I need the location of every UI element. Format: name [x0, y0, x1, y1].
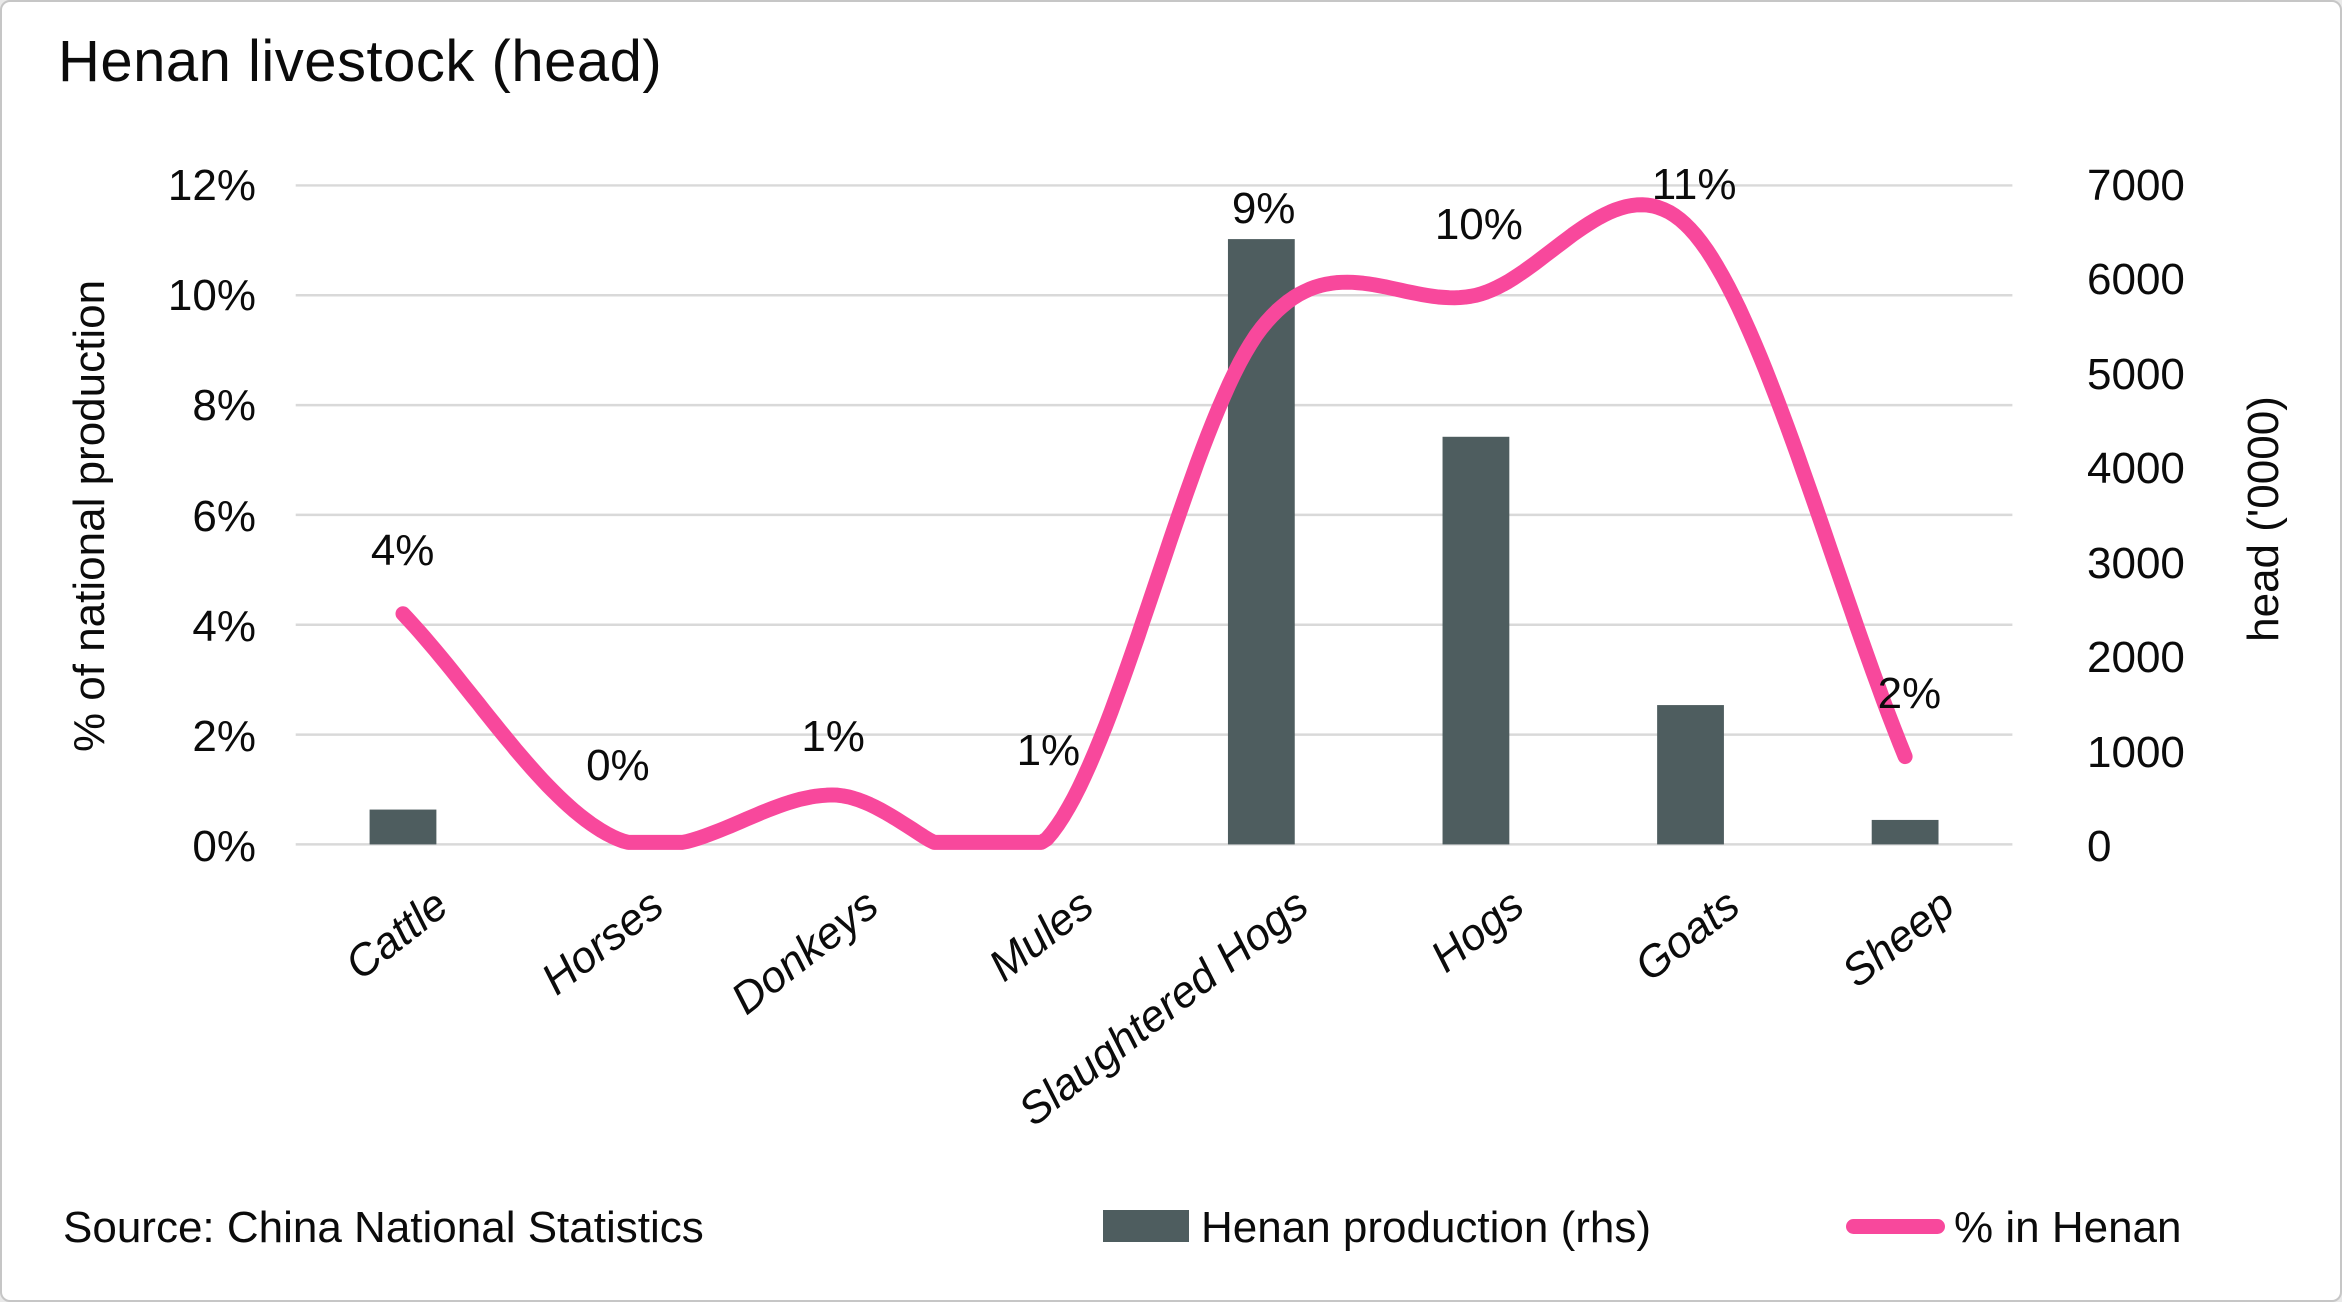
legend-bar-swatch-icon — [1103, 1210, 1189, 1242]
data-label-hogs: 10% — [1434, 200, 1523, 250]
legend-line-swatch-icon — [1846, 1219, 1945, 1234]
legend-label-bar-series: Henan production (rhs) — [1201, 1203, 1652, 1252]
right-axis-tick: 6000 — [2087, 255, 2185, 305]
bar-sheep — [1871, 819, 1939, 845]
right-axis-tick: 3000 — [2087, 538, 2185, 588]
right-axis-title: head ('0000) — [2239, 396, 2288, 642]
left-axis-tick: 12% — [167, 161, 256, 210]
left-axis-title: % of national production — [65, 279, 114, 753]
left-axis-tick: 10% — [167, 271, 256, 321]
right-axis-tick: 1000 — [2087, 727, 2185, 777]
data-label-horses: 0% — [586, 741, 650, 791]
bar-hogs — [1442, 436, 1510, 845]
right-axis-tick: 4000 — [2087, 444, 2185, 494]
data-label-slaughtered-hogs: 9% — [1231, 184, 1296, 234]
data-label-cattle: 4% — [370, 525, 435, 575]
data-label-mules: 1% — [1016, 726, 1081, 776]
right-axis-tick: 7000 — [2087, 161, 2185, 210]
chart-title: Henan livestock (head) — [58, 29, 663, 94]
data-label-sheep: 2% — [1877, 668, 1942, 718]
left-axis-tick: 0% — [192, 822, 256, 871]
data-label-donkeys: 1% — [801, 712, 865, 762]
left-axis-tick: 2% — [192, 711, 256, 761]
bar-cattle — [369, 809, 437, 845]
left-axis-tick: 8% — [192, 381, 256, 431]
bar-goats — [1657, 705, 1724, 845]
right-axis-tick: 0 — [2087, 822, 2112, 871]
right-axis-tick: 2000 — [2087, 633, 2185, 683]
left-axis-tick: 6% — [192, 491, 256, 541]
line-percent-in-henan — [395, 197, 1913, 850]
legend-label-line-series: % in Henan — [1954, 1203, 2182, 1252]
data-label-goats: 11% — [1651, 160, 1737, 210]
source-note: Source: China National Statistics — [63, 1203, 704, 1252]
right-axis-tick: 5000 — [2087, 349, 2185, 399]
left-axis-tick: 4% — [192, 601, 256, 651]
